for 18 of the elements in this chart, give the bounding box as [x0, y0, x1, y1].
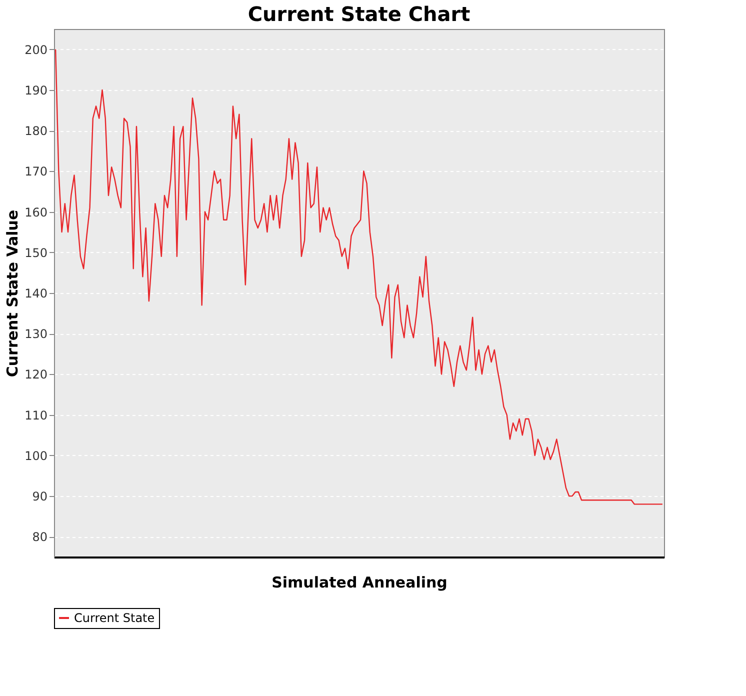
y-tick-label: 80 [32, 530, 48, 544]
y-tick-label: 110 [24, 408, 48, 422]
legend-label: Current State [74, 611, 155, 625]
y-tick-label: 160 [24, 205, 48, 220]
chart-title: Current State Chart [248, 2, 471, 26]
y-tick-label: 120 [24, 368, 48, 382]
y-tick-label: 180 [24, 124, 48, 138]
y-tick-label: 200 [24, 42, 48, 57]
y-tick-label: 100 [24, 448, 48, 463]
y-tick-label: 170 [24, 164, 48, 179]
x-axis-title: Simulated Annealing [272, 574, 448, 592]
y-axis-title: Current State Value [4, 210, 22, 378]
y-tick-label: 130 [24, 327, 48, 342]
y-tick-label: 150 [24, 246, 48, 260]
line-series [54, 48, 664, 505]
y-tick-label: 190 [24, 83, 48, 98]
y-tick-label: 90 [32, 490, 48, 504]
y-tick-label: 140 [24, 286, 48, 300]
